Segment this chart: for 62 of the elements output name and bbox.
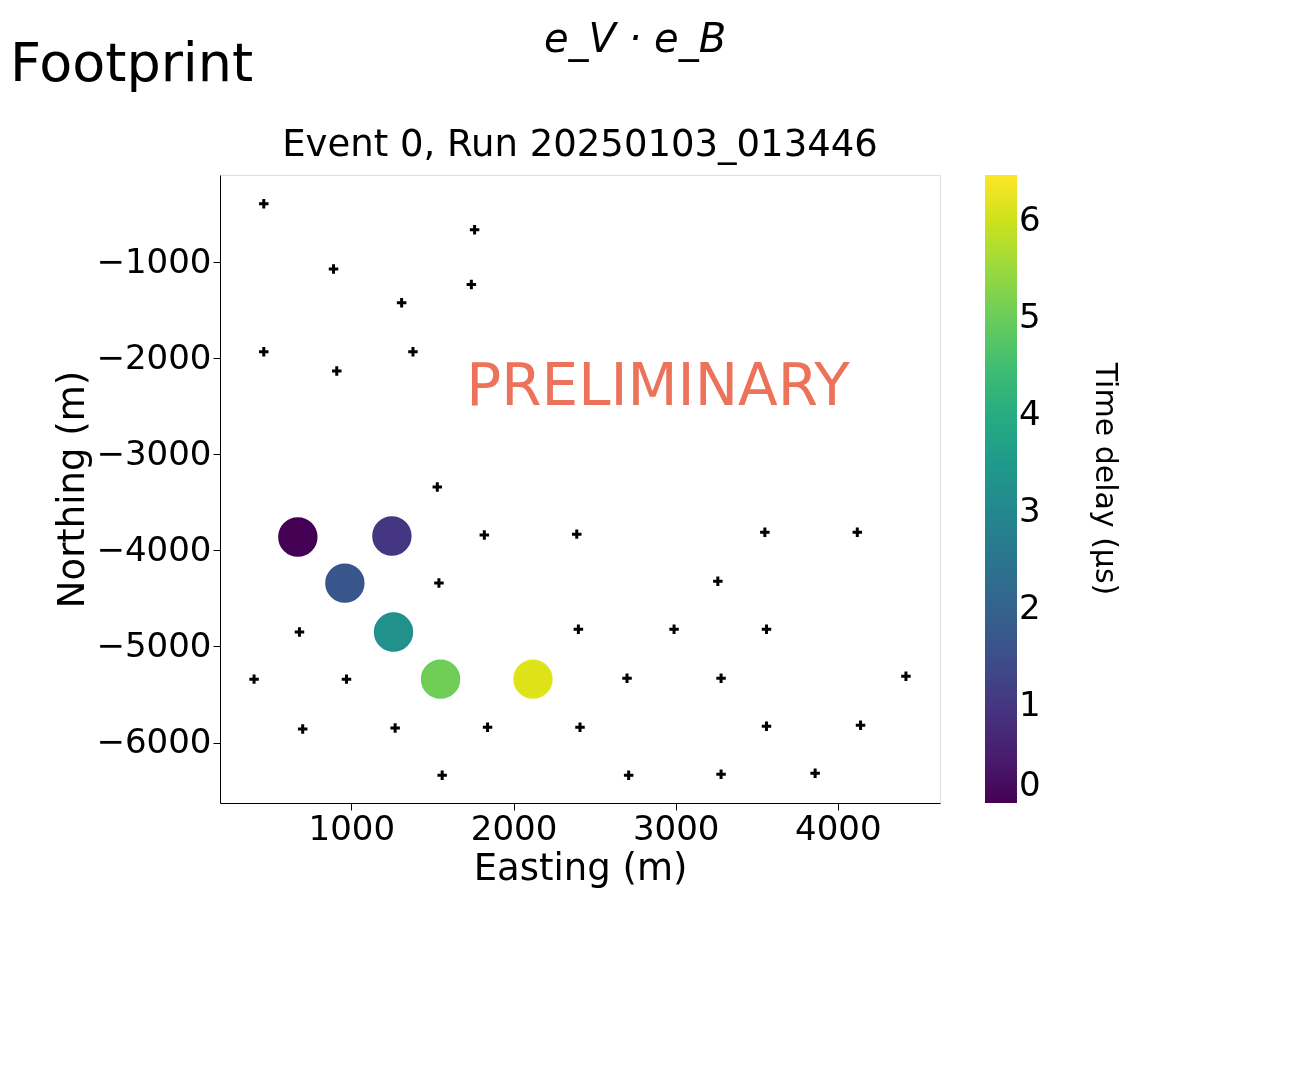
point — [340, 672, 353, 686]
point — [327, 262, 340, 276]
point — [406, 345, 420, 358]
y-tick-label: −1000 — [96, 240, 212, 281]
point — [572, 622, 585, 636]
x-tick-label: 2000 — [470, 807, 558, 848]
point — [247, 672, 261, 686]
color-bar-label: 3 — [1019, 489, 1041, 530]
y-tick-label: −4000 — [96, 528, 212, 569]
point — [325, 563, 365, 603]
y-tick-label: −3000 — [96, 432, 212, 473]
point — [435, 768, 449, 782]
point — [465, 278, 478, 291]
x-tick-label: 4000 — [795, 807, 882, 848]
point — [373, 612, 414, 652]
point — [620, 671, 634, 685]
point — [431, 480, 444, 494]
point — [278, 517, 318, 557]
point — [851, 525, 864, 539]
point — [899, 670, 913, 683]
color-bar-label: 5 — [1019, 295, 1041, 336]
color-bar-label: 0 — [1019, 764, 1041, 804]
x-tick-label: 3000 — [632, 807, 720, 848]
point — [573, 720, 587, 734]
point — [478, 528, 491, 542]
point — [293, 625, 306, 639]
point — [758, 525, 772, 539]
annotation: PRELIMINARY — [466, 351, 851, 419]
point — [388, 721, 402, 735]
point — [257, 197, 271, 211]
color-bar-title: Time delay (μs) — [1089, 361, 1124, 596]
point — [808, 766, 822, 780]
color-bar-label: 2 — [1019, 586, 1041, 627]
point — [854, 718, 867, 732]
point — [760, 719, 773, 733]
y-axis-title: Northing (m) — [50, 370, 94, 609]
text: e_V · e_B — [543, 15, 727, 62]
point — [714, 767, 728, 781]
color-bar-label: 1 — [1019, 683, 1041, 724]
point — [714, 671, 728, 685]
text: Footprint — [10, 31, 254, 94]
y-tick-label: −5000 — [96, 624, 212, 665]
y-tick-label: −2000 — [96, 336, 212, 377]
point — [330, 364, 343, 378]
point — [257, 345, 271, 358]
point — [420, 659, 461, 699]
point — [513, 659, 553, 699]
point — [622, 768, 635, 782]
point — [372, 516, 412, 556]
color-bar-label: 6 — [1019, 198, 1041, 239]
point — [432, 576, 446, 590]
point — [296, 722, 309, 736]
point — [481, 720, 494, 734]
y-tick-label: −6000 — [96, 721, 212, 761]
point — [570, 527, 583, 541]
color-bar-label: 4 — [1019, 392, 1041, 433]
point — [760, 622, 773, 636]
point — [667, 622, 681, 636]
x-axis-title: Easting (m) — [473, 845, 688, 889]
point — [711, 574, 725, 588]
x-tick-label: 1000 — [308, 807, 396, 848]
chart-title: Event 0, Run 20250103_013446 — [282, 122, 878, 165]
